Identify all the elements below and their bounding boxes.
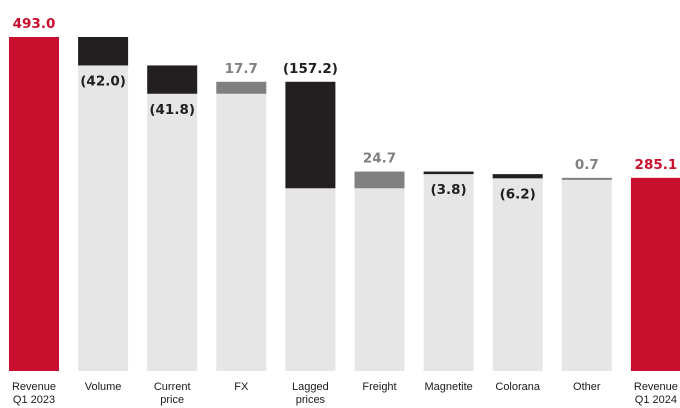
category-label-7-0: Colorana: [495, 381, 541, 393]
base-bar-4: [285, 188, 336, 371]
decrease-bar-6: [423, 171, 474, 175]
value-label-7: (6.2): [500, 186, 536, 202]
decrease-bar-7: [492, 174, 543, 179]
category-label-3-0: FX: [234, 381, 249, 393]
value-label-0: 493.0: [13, 16, 56, 32]
base-bar-8: [561, 178, 612, 371]
increase-bar-8: [561, 177, 612, 180]
category-label-0-0: Revenue: [12, 381, 56, 393]
category-label-9-1: Q1 2024: [635, 394, 677, 406]
decrease-bar-2: [147, 65, 198, 94]
category-label-6-0: Magnetite: [424, 381, 472, 393]
base-bar-5: [354, 188, 405, 371]
value-label-2: (41.8): [149, 102, 195, 118]
category-label-4-0: Lagged: [292, 381, 329, 393]
base-bar-7: [492, 178, 543, 371]
category-label-9-0: Revenue: [634, 381, 678, 393]
value-label-9: 285.1: [635, 157, 678, 173]
category-label-1-0: Volume: [85, 381, 122, 393]
base-bar-6: [423, 174, 474, 371]
category-label-0-1: Q1 2023: [13, 394, 55, 406]
base-bar-3: [216, 93, 267, 371]
base-bar-2: [147, 93, 198, 371]
category-label-5-0: Freight: [362, 381, 396, 393]
value-label-4: (157.2): [283, 61, 338, 77]
increase-bar-5: [354, 171, 405, 189]
value-label-1: (42.0): [80, 73, 126, 89]
decrease-bar-4: [285, 81, 336, 189]
base-bar-1: [78, 65, 129, 372]
value-label-3: 17.7: [225, 61, 258, 77]
total-bar-0: [9, 37, 59, 371]
category-label-8-0: Other: [573, 381, 601, 393]
value-label-8: 0.7: [575, 157, 599, 173]
category-label-2-0: Current: [154, 381, 191, 393]
decrease-bar-1: [78, 37, 129, 66]
category-label-2-1: price: [160, 394, 184, 406]
value-label-5: 24.7: [363, 151, 396, 167]
category-label-4-1: prices: [296, 394, 326, 406]
increase-bar-3: [216, 81, 267, 94]
total-bar-9: [630, 177, 680, 371]
value-label-6: (3.8): [430, 182, 466, 198]
